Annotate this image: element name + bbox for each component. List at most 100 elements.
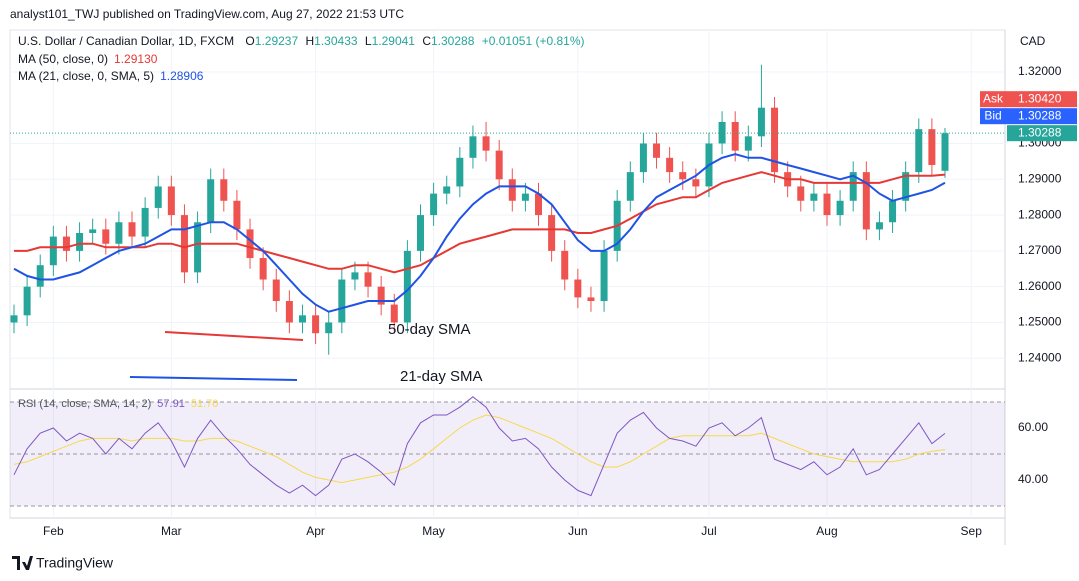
close-value: 1.30288 [431, 34, 475, 48]
candle-body [574, 279, 582, 298]
candle-body [180, 215, 188, 273]
ohlc-letter: O [245, 34, 254, 48]
badge-name: Bid [984, 108, 1001, 122]
candle-body [443, 186, 451, 194]
candle-body [836, 200, 844, 216]
axes: Feb Mar Apr May Jun Jul Aug Sep 1.24000 1.25000 1.… [43, 64, 1077, 538]
x-tick-label: May [422, 524, 445, 538]
candle-body [731, 122, 739, 151]
ma21-value: 1.28906 [160, 69, 204, 83]
rsi-legend: RSI (14, close, SMA, 14, 2) 57.91 51.70 [18, 398, 218, 410]
candle-body [862, 172, 870, 230]
candle-body [902, 172, 910, 201]
candle-body [312, 315, 320, 334]
badge-value: 1.30420 [1018, 91, 1062, 105]
x-tick-label: Apr [306, 524, 325, 538]
candle-body [823, 193, 831, 216]
candle-body [495, 150, 503, 180]
candle-body [744, 136, 752, 151]
rsi-line [13, 396, 946, 497]
candle-body [771, 107, 779, 173]
candle-body [338, 279, 346, 323]
grid [10, 30, 1005, 518]
candle-body [36, 265, 44, 287]
candle-body [469, 136, 477, 158]
change: +0.01051 (+0.81%) [482, 34, 585, 48]
candle-body [482, 136, 490, 151]
candle-body [390, 304, 398, 323]
candle-body [416, 215, 424, 251]
price-badge [1007, 91, 1077, 108]
annotation-line [164, 331, 304, 341]
candle-body [102, 229, 110, 244]
candle-body [10, 315, 18, 323]
badge-value: 1.30288 [1018, 108, 1062, 122]
y-tick-label: 1.25000 [1018, 315, 1062, 329]
annotation: 50-day SMA [388, 321, 471, 338]
footer-logo: TradingView [36, 555, 114, 571]
candle-body [220, 179, 228, 201]
y-tick-label: 1.29000 [1018, 171, 1062, 185]
x-tick-label: Mar [161, 524, 182, 538]
candle-body [403, 250, 411, 323]
candle-body [521, 193, 529, 201]
symbol: U.S. Dollar / Canadian Dollar, 1D, FXCM [18, 34, 234, 48]
candle-body [364, 272, 372, 287]
candle-body [246, 229, 254, 259]
ma-line [14, 171, 946, 274]
ohlc-letter: C [422, 34, 431, 48]
candle-body [508, 179, 516, 201]
candle-body [128, 222, 136, 237]
ma50-name: MA (50, close, 0) [18, 52, 108, 66]
open-value: 1.29237 [255, 34, 299, 48]
y-tick-label: 1.32000 [1018, 64, 1062, 78]
candle-body [797, 186, 805, 201]
candle-body [233, 200, 241, 230]
candle-body [561, 250, 569, 280]
ohlc-letter: H [306, 34, 315, 48]
rsi-name: RSI (14, close, SMA, 14, 2) [18, 398, 151, 410]
ma50-value: 1.29130 [114, 52, 158, 66]
candle-body [115, 222, 123, 244]
x-tick-label: Feb [43, 524, 64, 538]
candle-body [325, 322, 333, 334]
y-tick-label: 1.28000 [1018, 207, 1062, 221]
candle-body [377, 286, 385, 305]
legend-ma50: MA (50, close, 0) 1.29130 [18, 52, 158, 66]
candle-body [62, 236, 70, 251]
candle-body [587, 297, 595, 302]
candle-body [639, 143, 647, 173]
price-badge [1007, 125, 1077, 142]
candle-body [679, 172, 687, 180]
badge-value: 1.30288 [1018, 125, 1062, 139]
price-badge [1007, 108, 1077, 125]
high-value: 1.30433 [314, 34, 358, 48]
candle-body [49, 236, 57, 266]
candle-body [849, 172, 857, 201]
x-tick-label: Sep [961, 524, 983, 538]
rsi-ma-value: 51.70 [191, 398, 219, 410]
legend-ma21: MA (21, close, 0, SMA, 5) 1.28906 [18, 69, 204, 83]
rsi-tick-label: 40.00 [1018, 472, 1048, 486]
candle-body [285, 301, 293, 323]
candle-body [89, 229, 97, 233]
candle-body [692, 179, 700, 187]
badge-tag [980, 91, 1007, 108]
annotation: 21-day SMA [400, 368, 483, 385]
ohlc-letter: L [365, 34, 372, 48]
annotation-line [129, 376, 298, 381]
badge-tag [980, 108, 1007, 125]
candle-body [207, 179, 215, 223]
candle-body [167, 186, 175, 216]
candle-body [535, 193, 543, 216]
candle-body [653, 143, 661, 158]
x-tick-label: Jun [568, 524, 587, 538]
candle-body [23, 286, 31, 316]
attribution: analyst101_TWJ published on TradingView.… [10, 7, 404, 21]
candle-body [154, 186, 162, 208]
y-tick-label: 1.27000 [1018, 243, 1062, 257]
candle-body [298, 315, 306, 323]
ma-line [13, 153, 946, 313]
candle-body [141, 207, 149, 237]
